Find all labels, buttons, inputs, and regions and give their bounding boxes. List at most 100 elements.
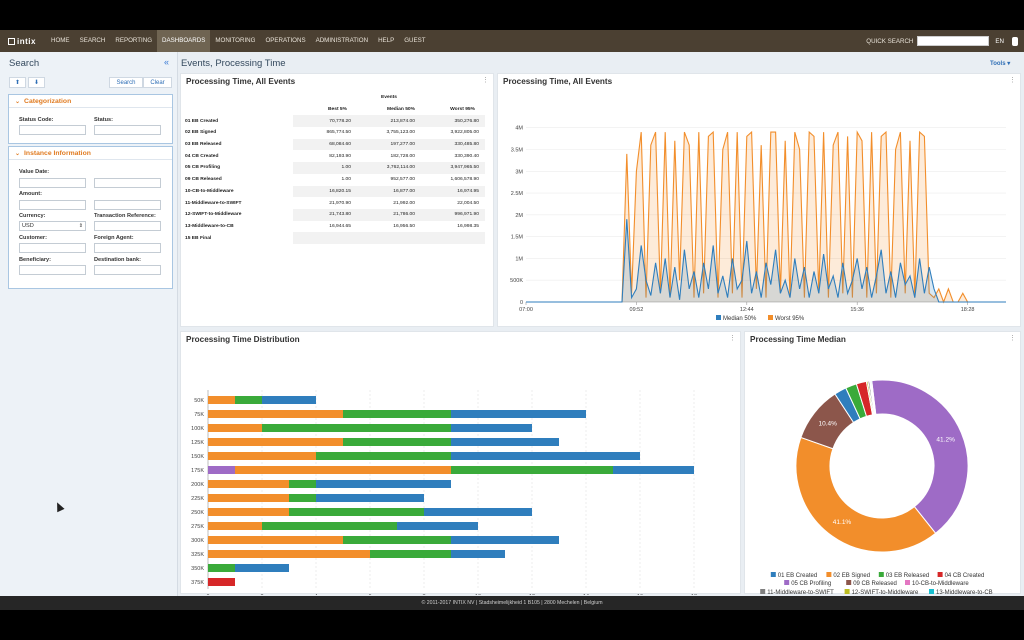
- instance-information-header[interactable]: ⌄ Instance Information: [9, 147, 172, 160]
- bar-segment: [235, 466, 451, 474]
- legend-swatch: [784, 580, 790, 585]
- y-tick-label: 50K: [194, 398, 204, 404]
- nav-guest[interactable]: GUEST: [404, 37, 426, 44]
- brand-logo[interactable]: intix: [0, 37, 46, 46]
- chevron-down-icon: ⌄: [15, 150, 21, 157]
- donut-slice[interactable]: [795, 436, 937, 553]
- tools-menu[interactable]: Tools ▾: [990, 61, 1011, 67]
- x-tick-label: 6: [368, 594, 371, 595]
- best-value-cell: 865,774.50: [326, 130, 351, 136]
- language-selector[interactable]: EN: [995, 37, 1004, 45]
- card-menu-icon[interactable]: ⋮: [482, 77, 489, 84]
- event-name-cell: 10-CB-to-Middleware: [183, 185, 293, 198]
- table-card: Processing Time, All Events ⋮ Events Bes…: [180, 73, 494, 327]
- series-area-worst: [526, 132, 1006, 302]
- search-button[interactable]: Search: [109, 77, 143, 88]
- foreign-agent-label: Foreign Agent:: [94, 235, 134, 241]
- value-date-label: Value Date:: [19, 169, 50, 175]
- status-field[interactable]: [94, 125, 161, 135]
- y-tick-label: 250K: [191, 510, 204, 516]
- bar-segment: [208, 410, 343, 418]
- y-tick-label: 3M: [515, 169, 523, 175]
- x-tick-label: 18:28: [961, 307, 975, 313]
- categorization-title: Categorization: [24, 97, 72, 105]
- median-value-cell: 21,992.00: [393, 200, 415, 206]
- currency-select[interactable]: USD ⇕: [19, 221, 86, 231]
- x-tick-label: 07:00: [519, 307, 533, 313]
- quick-search-input[interactable]: [917, 36, 990, 46]
- clear-button[interactable]: Clear: [143, 77, 172, 88]
- column-header: Worst 95%: [450, 107, 475, 113]
- legend-swatch: [768, 315, 773, 320]
- nav-monitoring[interactable]: MONITORING: [215, 37, 256, 44]
- table-row: 02 EB Signed 865,774.50 3,755,123.00 3,922,…: [183, 127, 485, 139]
- x-tick-label: 2: [260, 594, 263, 595]
- median-value-cell: 16,877.00: [357, 185, 421, 198]
- instance-information-title: Instance Information: [24, 149, 91, 157]
- amount-from-field[interactable]: [19, 200, 86, 210]
- amount-to-field[interactable]: [94, 200, 161, 210]
- y-tick-label: 175K: [191, 468, 204, 474]
- y-tick-label: 275K: [191, 524, 204, 530]
- x-tick-label: 09:52: [630, 307, 644, 313]
- donut-slice[interactable]: [870, 380, 877, 416]
- destination-bank-field[interactable]: [94, 265, 161, 275]
- user-icon[interactable]: [1012, 36, 1018, 46]
- donut-slice[interactable]: [871, 379, 969, 534]
- x-tick-label: 16: [637, 594, 643, 595]
- y-tick-label: 200K: [191, 482, 204, 488]
- status-label: Status:: [94, 117, 113, 123]
- x-tick-label: 0: [206, 594, 209, 595]
- y-tick-label: 75K: [194, 412, 204, 418]
- best-value-cell: 68,084.60: [293, 138, 357, 151]
- bar-segment: [208, 438, 343, 446]
- median-value-cell: 3,755,123.00: [386, 130, 415, 136]
- legend-swatch: [826, 572, 832, 577]
- customer-field[interactable]: [19, 243, 86, 253]
- legend-swatch: [929, 589, 934, 594]
- currency-value: USD: [22, 223, 34, 229]
- nav-dashboards[interactable]: DASHBOARDS: [157, 30, 211, 52]
- status-code-field[interactable]: [19, 125, 86, 135]
- value-date-to-field[interactable]: [94, 178, 161, 188]
- card-menu-icon[interactable]: ⋮: [1009, 77, 1016, 84]
- collapse-sidebar-icon[interactable]: «: [164, 57, 170, 67]
- bar-segment: [208, 550, 370, 558]
- bar-segment: [289, 508, 424, 516]
- bar-segment: [451, 424, 532, 432]
- bar-segment: [208, 536, 343, 544]
- best-value-cell: 21,743.80: [293, 208, 357, 221]
- bar-segment: [613, 466, 694, 474]
- categorization-header[interactable]: ⌄ Categorization: [9, 95, 172, 108]
- categorization-panel: ⌄ Categorization Status Code: Status:: [8, 94, 173, 144]
- nav-operations[interactable]: OPERATIONS: [265, 37, 306, 44]
- legend-swatch: [905, 580, 910, 585]
- beneficiary-field[interactable]: [19, 265, 86, 275]
- quick-search-area: QUICK SEARCH EN: [866, 30, 1024, 52]
- foreign-agent-field[interactable]: [94, 243, 161, 253]
- upload-icon[interactable]: ⬆: [9, 77, 26, 88]
- card-menu-icon[interactable]: ⋮: [1009, 335, 1016, 342]
- line-chart-card: Processing Time, All Events ⋮ 0 500K 1M 1.5…: [497, 73, 1021, 327]
- table-row: 09 CB Released 1.00 952,577.00 1,606,578.90: [183, 174, 485, 186]
- y-tick-label: 225K: [191, 496, 204, 502]
- bar-segment: [289, 480, 316, 488]
- y-tick-label: 100K: [191, 426, 204, 432]
- worst-value-cell: 22,004.50: [457, 200, 479, 206]
- nav-search[interactable]: SEARCH: [79, 37, 106, 44]
- bar-segment: [208, 494, 289, 502]
- nav-reporting[interactable]: REPORTING: [115, 37, 153, 44]
- value-date-from-field[interactable]: [19, 178, 86, 188]
- download-icon[interactable]: ⬇: [28, 77, 45, 88]
- nav-help[interactable]: HELP: [378, 37, 395, 44]
- table-row: 13-Middleware-to-CB 16,944.65 16,956.50 16,…: [183, 221, 485, 233]
- table-row: 03 EB Released 68,084.60 197,277.00 330,485…: [183, 138, 485, 151]
- nav-administration[interactable]: ADMINISTRATION: [315, 37, 369, 44]
- worst-value-cell: 16,974.95: [421, 185, 485, 198]
- card-menu-icon[interactable]: ⋮: [729, 335, 736, 342]
- bar-segment: [235, 564, 289, 572]
- table-row: 05 CB Profiling 1.00 3,762,114.00 3,947,965…: [183, 162, 485, 174]
- nav-home[interactable]: HOME: [51, 37, 70, 44]
- bar-segment: [316, 452, 451, 460]
- transaction-reference-field[interactable]: [94, 221, 161, 231]
